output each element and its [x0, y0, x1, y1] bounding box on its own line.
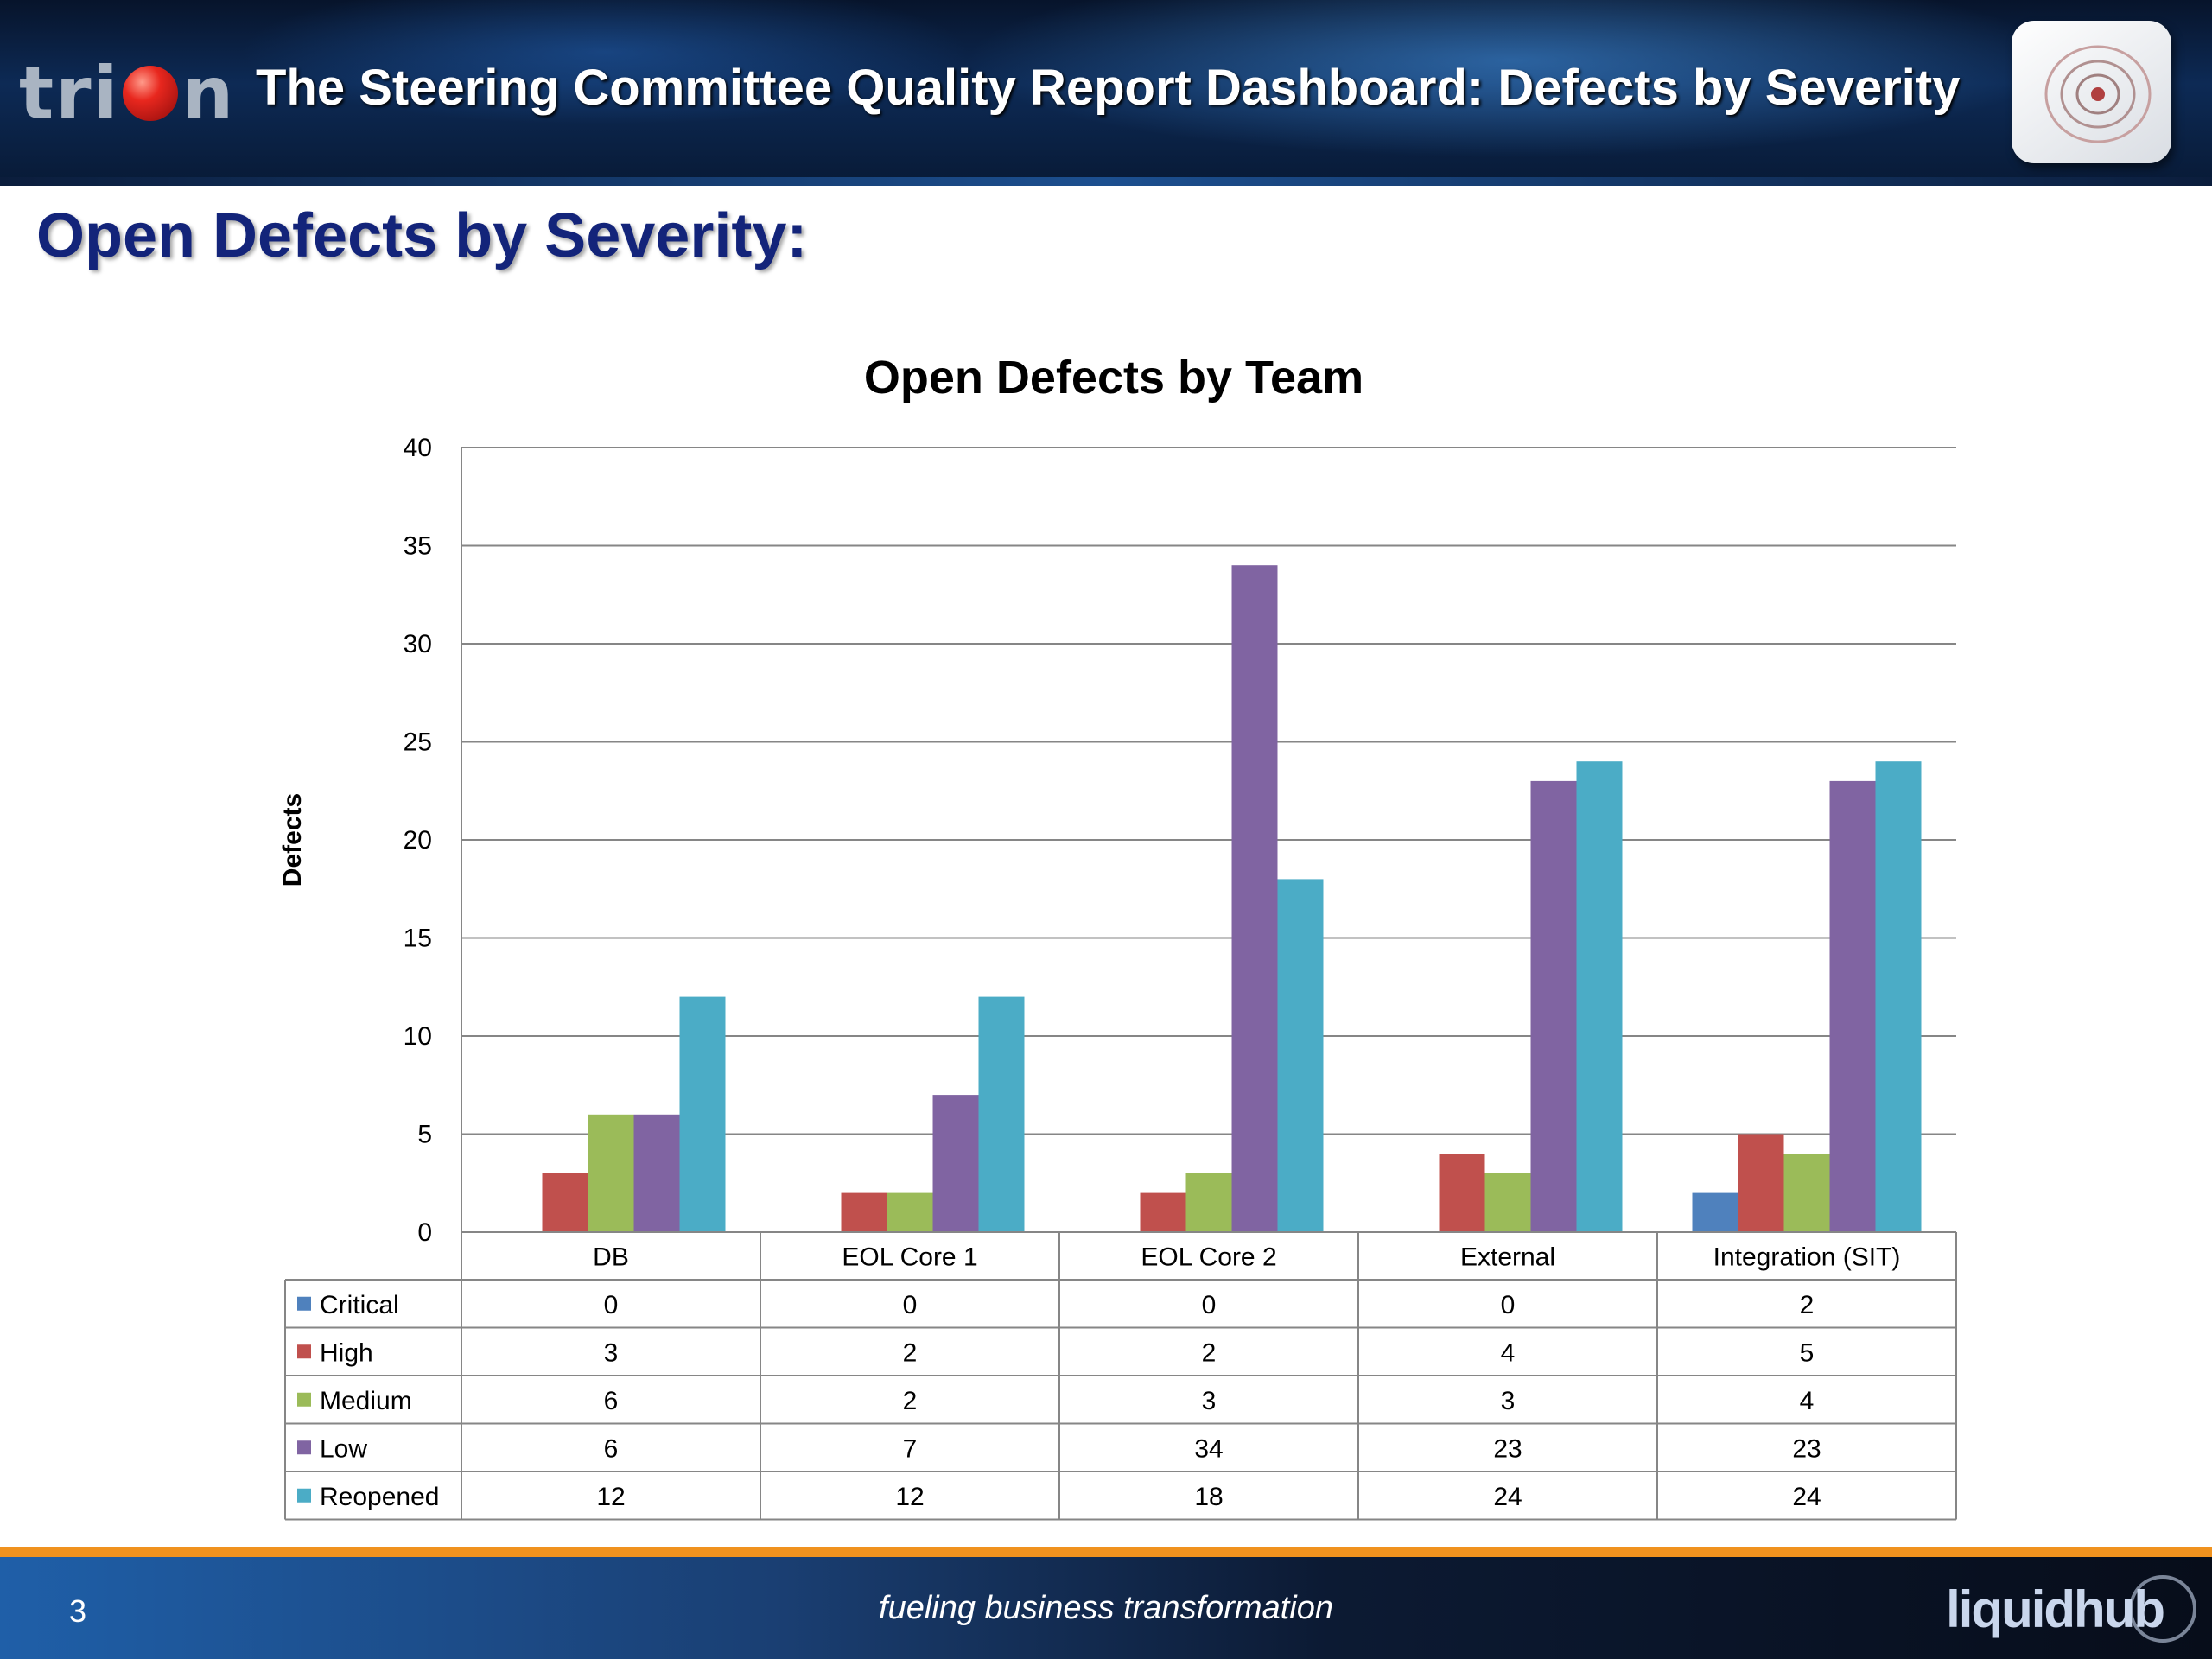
logo-text-right: n: [181, 51, 236, 136]
data-label: 4: [1800, 1387, 1815, 1415]
data-label: 2: [903, 1338, 918, 1367]
y-tick-label: 20: [404, 826, 432, 855]
bar: [978, 996, 1025, 1232]
logo-text-left: tri: [19, 51, 120, 136]
data-label: 12: [596, 1483, 625, 1511]
data-label: 5: [1800, 1338, 1815, 1367]
bar: [1231, 565, 1278, 1232]
data-label: 6: [604, 1387, 619, 1415]
y-tick-label: 5: [417, 1121, 432, 1149]
data-label: 0: [1501, 1291, 1516, 1319]
legend-swatch: [297, 1488, 311, 1503]
legend-label: Medium: [320, 1387, 412, 1415]
footer-accent-bar: [0, 1547, 2212, 1557]
data-label: 0: [604, 1291, 619, 1319]
x-tick-label: External: [1460, 1243, 1555, 1272]
logo-ring-icon: [2129, 1575, 2196, 1643]
page-heading: Open Defects by Severity:: [36, 201, 808, 270]
legend-label: Reopened: [320, 1483, 439, 1511]
data-label: 7: [903, 1434, 918, 1463]
bar: [1783, 1154, 1830, 1232]
legend-swatch: [297, 1440, 311, 1455]
bar: [887, 1192, 933, 1232]
y-tick-label: 0: [417, 1218, 432, 1247]
legend-swatch: [297, 1392, 311, 1407]
x-tick-label: Integration (SIT): [1713, 1243, 1901, 1272]
bar: [1484, 1173, 1531, 1232]
trion-logo-icon: tri n: [19, 50, 235, 137]
y-tick-label: 40: [404, 434, 432, 462]
bar: [1875, 761, 1922, 1232]
y-tick-label: 15: [404, 925, 432, 953]
y-tick-label: 25: [404, 728, 432, 757]
legend-label: High: [320, 1338, 373, 1367]
y-tick-label: 35: [404, 532, 432, 561]
bar: [679, 996, 726, 1232]
bar: [1829, 780, 1876, 1232]
y-tick-label: 30: [404, 630, 432, 658]
header-divider: [0, 177, 2212, 186]
data-label: 24: [1792, 1483, 1821, 1511]
legend-label: Critical: [320, 1291, 399, 1319]
data-label: 23: [1493, 1434, 1522, 1463]
y-axis-label: Defects: [278, 793, 307, 887]
bar: [1277, 879, 1324, 1232]
chart-title: Open Defects by Team: [864, 352, 1363, 404]
footer-bar: 3 fueling business transformation liquid…: [0, 1557, 2212, 1659]
bar: [1140, 1192, 1186, 1232]
data-label: 4: [1501, 1338, 1516, 1367]
bar: [841, 1192, 887, 1232]
bar: [588, 1114, 634, 1232]
bar: [1692, 1192, 1738, 1232]
data-label: 2: [903, 1387, 918, 1415]
legend-swatch: [297, 1296, 311, 1311]
x-tick-label: EOL Core 2: [1141, 1243, 1276, 1272]
legend-swatch: [297, 1344, 311, 1359]
data-label: 23: [1792, 1434, 1821, 1463]
bar: [1530, 780, 1577, 1232]
data-label: 0: [1202, 1291, 1217, 1319]
data-label: 3: [1202, 1387, 1217, 1415]
footer-logo-text: liquidhub: [1946, 1580, 2165, 1638]
logo-ball-icon: [123, 66, 179, 121]
y-tick-label: 10: [404, 1022, 432, 1051]
data-label: 0: [903, 1291, 918, 1319]
page-number: 3: [69, 1593, 87, 1629]
data-label: 6: [604, 1434, 619, 1463]
data-label: 2: [1800, 1291, 1815, 1319]
bar: [1439, 1154, 1485, 1232]
footer-tagline: fueling business transformation: [879, 1590, 1333, 1626]
data-label: 18: [1194, 1483, 1223, 1511]
defects-chart: Open Defects by Team0510152025303540Defe…: [278, 352, 1957, 1521]
bar: [542, 1173, 588, 1232]
header-title: The Steering Committee Quality Report Da…: [256, 60, 1961, 116]
data-label: 2: [1202, 1338, 1217, 1367]
bar: [1185, 1173, 1232, 1232]
x-tick-label: DB: [593, 1243, 629, 1272]
data-label: 3: [604, 1338, 619, 1367]
bar: [633, 1114, 680, 1232]
bar: [932, 1095, 979, 1232]
data-label: 24: [1493, 1483, 1522, 1511]
data-label: 12: [895, 1483, 924, 1511]
diagram-badge-icon: [2012, 21, 2171, 163]
bar: [1576, 761, 1623, 1232]
x-tick-label: EOL Core 1: [842, 1243, 977, 1272]
header-banner: tri n The Steering Committee Quality Rep…: [0, 0, 2212, 186]
data-label: 34: [1194, 1434, 1223, 1463]
bar: [1738, 1134, 1784, 1232]
data-label: 3: [1501, 1387, 1516, 1415]
legend-label: Low: [320, 1434, 367, 1463]
liquidhub-logo-icon: liquidhub: [1946, 1574, 2196, 1643]
